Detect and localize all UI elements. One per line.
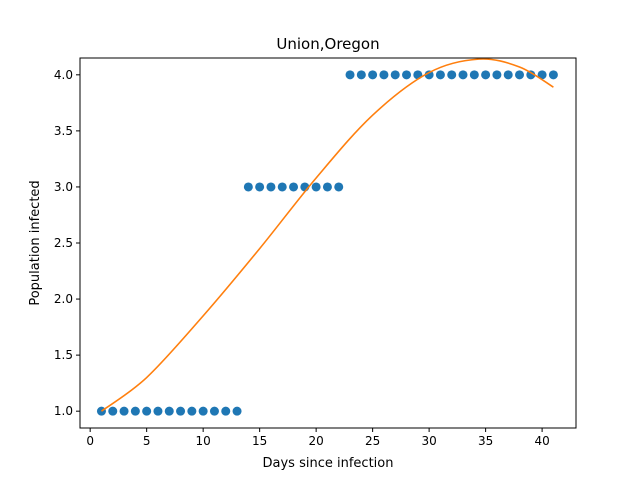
data-point <box>311 182 321 192</box>
data-point <box>424 70 434 80</box>
data-point <box>435 70 445 80</box>
chart-title: Union,Oregon <box>276 35 379 53</box>
data-point <box>402 70 412 80</box>
data-point <box>232 406 242 416</box>
fit-curve <box>100 58 554 412</box>
x-tick-label: 5 <box>143 434 151 448</box>
data-point <box>526 70 536 80</box>
data-point <box>153 406 163 416</box>
data-point <box>469 70 479 80</box>
data-point <box>368 70 378 80</box>
y-tick-label: 2.5 <box>54 236 73 250</box>
data-point <box>458 70 468 80</box>
y-tick-label: 1.5 <box>54 348 73 362</box>
x-tick-label: 30 <box>421 434 436 448</box>
x-tick-label: 20 <box>308 434 323 448</box>
data-point <box>142 406 152 416</box>
data-point <box>130 406 140 416</box>
data-point <box>243 182 253 192</box>
x-tick-label: 0 <box>86 434 94 448</box>
data-point <box>108 406 118 416</box>
y-axis: 1.0 1.5 2.0 2.5 3.0 3.5 4.0 <box>54 68 80 418</box>
data-point <box>322 182 332 192</box>
x-tick-label: 10 <box>196 434 211 448</box>
data-point <box>209 406 219 416</box>
data-point <box>289 182 299 192</box>
data-point <box>356 70 366 80</box>
data-point <box>187 406 197 416</box>
data-point <box>390 70 400 80</box>
data-point <box>481 70 491 80</box>
data-point <box>176 406 186 416</box>
data-point <box>164 406 174 416</box>
data-point <box>503 70 513 80</box>
y-tick-label: 3.5 <box>54 124 73 138</box>
data-point <box>515 70 525 80</box>
plot-area <box>96 58 558 416</box>
data-point <box>447 70 457 80</box>
data-point <box>221 406 231 416</box>
y-tick-label: 4.0 <box>54 68 73 82</box>
data-point <box>266 182 276 192</box>
data-point <box>345 70 355 80</box>
y-tick-label: 3.0 <box>54 180 73 194</box>
y-tick-label: 2.0 <box>54 292 73 306</box>
data-point <box>255 182 265 192</box>
data-point <box>277 182 287 192</box>
data-point <box>548 70 558 80</box>
data-point <box>198 406 208 416</box>
x-tick-label: 40 <box>534 434 549 448</box>
data-point <box>334 182 344 192</box>
data-point <box>119 406 129 416</box>
data-point <box>492 70 502 80</box>
data-point <box>379 70 389 80</box>
x-axis: 0 5 10 15 20 25 30 35 40 <box>86 428 550 448</box>
y-axis-label: Population infected <box>28 180 43 305</box>
data-point <box>537 70 547 80</box>
x-tick-label: 15 <box>252 434 267 448</box>
x-tick-label: 25 <box>365 434 380 448</box>
y-tick-label: 1.0 <box>54 404 73 418</box>
x-axis-label: Days since infection <box>263 456 394 471</box>
x-tick-label: 35 <box>478 434 493 448</box>
